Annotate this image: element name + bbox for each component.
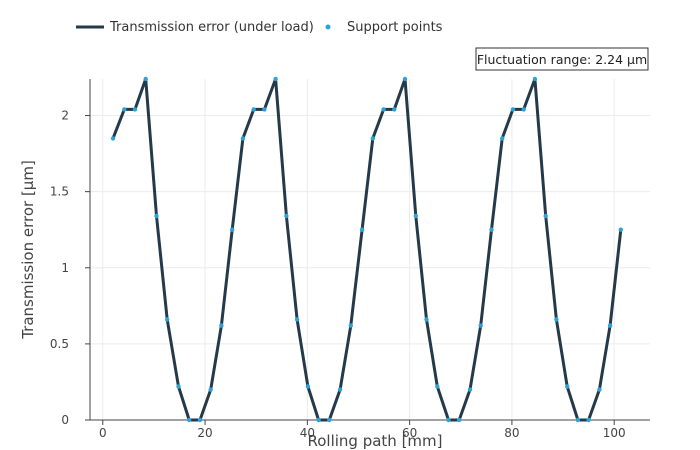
y-tick-label: 0.5 [50,337,69,351]
support-point [392,107,397,112]
series [111,77,623,422]
support-point [521,107,526,112]
support-point [208,387,213,392]
legend-label-markers: Support points [347,20,443,35]
support-point [132,107,138,112]
support-point [554,317,559,322]
support-point [489,227,494,232]
y-tick-label: 0 [61,413,69,427]
support-point [294,317,300,322]
x-tick-label: 100 [603,426,626,440]
support-point [532,76,538,82]
axes [89,79,650,421]
support-point [230,227,235,232]
support-point [143,76,148,82]
support-point [413,213,418,219]
support-point [284,213,289,219]
annotation-text: Fluctuation range: 2.24 µm [477,52,647,67]
x-tick-label: 0 [99,426,107,440]
support-point [457,417,462,423]
support-point [240,136,246,141]
support-point [618,227,623,232]
support-point [154,213,159,219]
support-point [510,107,516,112]
y-axis-title: Transmission error [µm] [19,160,37,340]
support-point [565,384,570,389]
support-point [165,317,170,322]
support-point [467,387,473,392]
support-point [273,76,278,82]
support-points [110,76,623,423]
support-point [402,76,408,82]
support-point [381,107,386,112]
y-tick-label: 2 [61,109,69,123]
grid [90,79,650,420]
support-point [337,387,343,392]
support-point [305,384,311,389]
support-point [435,384,440,389]
support-point [543,213,548,219]
support-point [262,107,267,112]
support-point [478,323,483,328]
support-point [176,384,181,389]
y-tick-label: 1.5 [50,185,69,199]
ticks: 0 20 40 60 80 100 0 0.5 1 1.5 2 [50,109,626,440]
support-point [110,136,116,141]
support-point [359,227,365,232]
support-point [187,417,192,423]
x-axis-title: Rolling path [mm] [307,432,442,450]
transmission-error-line [111,77,623,422]
legend-item-markers[interactable]: Support points [325,20,443,35]
support-point [197,417,203,423]
support-point [424,317,429,322]
x-tick-label: 80 [504,426,519,440]
x-tick-label: 60 [402,426,417,440]
legend[interactable]: Transmission error (under load) Support … [76,20,443,35]
support-point [597,387,602,392]
support-point [219,323,224,328]
annotation-box [475,47,649,71]
support-point [586,417,591,423]
legend-marker-swatch [325,24,331,30]
support-point [370,136,375,141]
fluctuation-annotation: Fluctuation range: 2.24 µm [475,47,649,71]
support-point [348,323,353,328]
x-tick-label: 20 [197,426,212,440]
support-point [607,323,613,328]
support-point [251,107,256,112]
support-point [122,107,127,112]
legend-label-line: Transmission error (under load) [109,20,314,35]
x-tick-label: 40 [300,426,315,440]
support-point [316,417,321,423]
support-point [327,417,332,423]
y-tick-label: 1 [61,261,69,275]
support-point [500,136,505,141]
legend-item-line[interactable]: Transmission error (under load) [76,20,314,35]
support-point [446,417,451,423]
support-point [575,417,581,423]
